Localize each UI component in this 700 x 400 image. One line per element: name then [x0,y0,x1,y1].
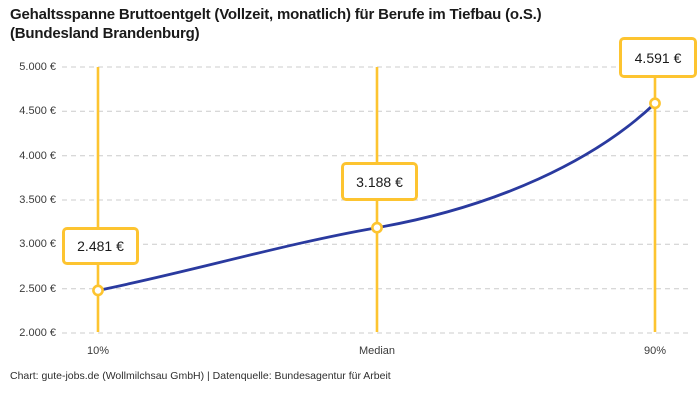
value-label-median: 3.188 € [356,173,403,190]
marker-median [371,221,383,234]
chart-attribution: Chart: gute-jobs.de (Wollmilchsau GmbH) … [10,370,391,382]
data-point-markers [92,97,661,297]
y-tick-2500: 2.500 € [19,283,56,295]
x-tick-10-percent: 10% [86,345,110,357]
y-tick-3500: 3.500 € [19,194,56,206]
value-label-10-percent: 2.481 € [77,238,124,254]
y-tick-3000: 3.000 € [19,238,56,250]
value-box-median: 3.188 € [341,162,418,201]
chart-title-line2: (Bundesland Brandenburg) [10,25,200,42]
value-box-90-percent: 4.591 € [619,37,697,78]
chart-title: Gehaltsspanne Bruttoentgelt (Vollzeit, m… [10,5,650,43]
value-label-90-percent: 4.591 € [634,49,682,66]
marker-90-percent [649,97,661,110]
y-tick-2000: 2.000 € [19,327,56,339]
y-tick-5000: 5.000 € [19,61,56,73]
chart-title-line1: Gehaltsspanne Bruttoentgelt (Vollzeit, m… [10,6,542,23]
x-tick-median: Median [358,345,396,357]
value-box-10-percent: 2.481 € [62,227,139,265]
x-tick-90-percent: 90% [643,345,667,357]
marker-10-percent [92,284,104,297]
y-tick-4500: 4.500 € [19,105,56,117]
y-tick-4000: 4.000 € [19,150,56,162]
